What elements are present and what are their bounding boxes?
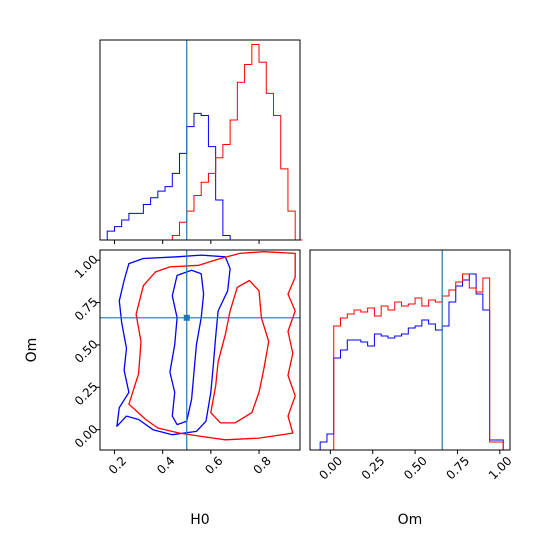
hist-Om-series-group [319,273,504,450]
panel-hist-Om: 0.00 0.25 0.50 0.75 1.00 Om [309,249,515,528]
x-axis-label-Om: Om [398,512,423,528]
hist-Om-frame [309,249,511,451]
y-axis-label-Om: Om [24,338,40,363]
x-tick-label: 0.8 [250,454,273,477]
contour-red-level-2 [128,251,296,441]
y-tick-label: 1.00 [72,252,101,281]
x-tick-label: 1.00 [486,454,515,483]
contour-lines-group [116,251,296,441]
x-axis-label-H0: H0 [190,512,209,528]
contour-blue-level-0 [116,254,231,436]
hist-H0-frame [99,39,301,241]
y-tick-label: 0.75 [72,295,101,324]
contour-frame [99,249,301,451]
y-tick-label: 0.25 [72,380,101,409]
histogram-red-series [320,273,504,450]
contour-red-level-3 [210,279,270,424]
x-tick-label: 0.6 [202,454,225,477]
x-tick-label: 0.4 [154,454,177,477]
panel-hist-H0 [99,39,303,244]
x-tick-label: 0.2 [106,454,129,477]
x-tick-label: 0.00 [316,454,345,483]
y-tick-label: 0.50 [72,337,101,366]
histogram-blue-series [100,112,303,241]
y-tick-label: 0.00 [72,422,101,451]
x-tick-label: 0.50 [401,454,430,483]
histogram-blue-series [319,273,504,450]
truth-marker [183,314,190,321]
x-tick-label: 0.25 [359,454,388,483]
contour-blue-level-1 [169,269,205,426]
panel-contour-H0-Om: 0.2 0.4 0.6 0.8 0.00 0.25 0.50 0.75 1.00 H0 Om [24,249,301,528]
histogram-red-series [100,43,303,241]
x-tick-label: 0.75 [444,454,473,483]
